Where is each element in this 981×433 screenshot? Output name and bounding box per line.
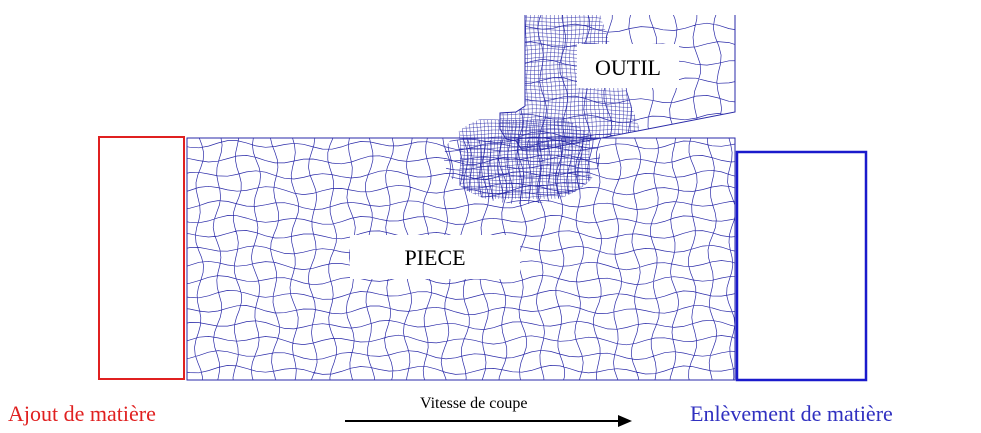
tool-outline (499, 15, 736, 151)
workpiece-label-bg (350, 235, 520, 279)
workpiece-outline (186, 137, 736, 381)
speed-arrow-head (618, 415, 632, 427)
tool-label-bg (577, 44, 679, 88)
tip-mesh-fine (458, 118, 591, 199)
tool-label: OUTIL (595, 55, 661, 80)
workpiece-label: PIECE (404, 245, 465, 270)
right-label: Enlèvement de matière (690, 401, 893, 426)
speed-label: Vitesse de coupe (420, 395, 527, 412)
left-label: Ajout de matière (8, 401, 156, 426)
right-zone (735, 150, 868, 382)
left-zone (98, 136, 185, 380)
